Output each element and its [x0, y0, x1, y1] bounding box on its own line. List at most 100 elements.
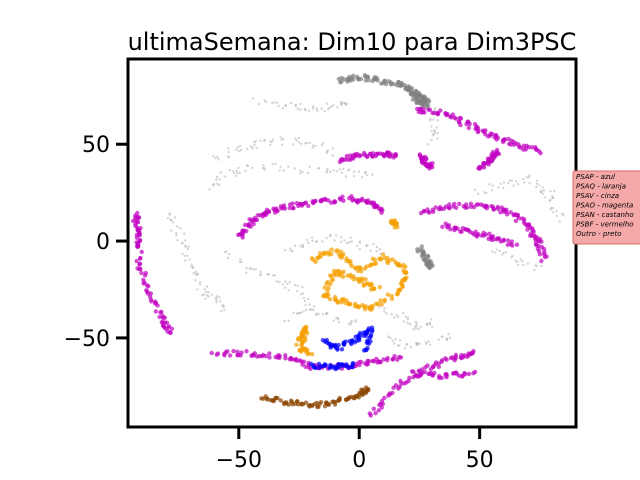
- data-point: [443, 111, 448, 116]
- data-point: [490, 250, 494, 253]
- data-point: [328, 273, 333, 278]
- data-point: [295, 399, 300, 404]
- data-point: [458, 229, 463, 234]
- data-point: [534, 243, 539, 248]
- data-point: [295, 358, 300, 363]
- data-point: [316, 109, 319, 112]
- data-point: [357, 360, 362, 365]
- data-point: [331, 154, 334, 157]
- data-point: [455, 226, 460, 231]
- data-point: [339, 240, 343, 243]
- data-point: [332, 169, 335, 172]
- data-point: [259, 270, 262, 274]
- data-point: [133, 223, 138, 229]
- data-point: [425, 323, 429, 327]
- data-point: [403, 347, 407, 350]
- data-point: [466, 371, 472, 377]
- data-point: [550, 206, 553, 210]
- data-point: [252, 268, 255, 271]
- data-point: [289, 399, 295, 405]
- data-point: [299, 102, 302, 106]
- data-point: [390, 313, 393, 316]
- data-point: [406, 343, 409, 346]
- data-point: [233, 172, 236, 175]
- data-point: [207, 291, 210, 294]
- data-point: [381, 252, 386, 257]
- data-point: [448, 227, 453, 232]
- data-point: [282, 137, 285, 141]
- data-point: [433, 129, 436, 132]
- data-point: [505, 238, 511, 243]
- data-point: [364, 281, 369, 286]
- data-point: [191, 265, 195, 269]
- data-point: [377, 402, 382, 408]
- data-point: [453, 356, 458, 361]
- data-point: [321, 240, 324, 243]
- data-point: [437, 338, 441, 341]
- data-point: [414, 327, 418, 330]
- data-point: [184, 239, 187, 242]
- data-point: [463, 372, 468, 377]
- legend-entry: PSAV - cinza: [576, 192, 619, 200]
- data-point: [317, 312, 320, 316]
- legend-entry: PSAO - magenta: [576, 202, 633, 210]
- x-tick-label: −50: [216, 448, 262, 473]
- data-point: [510, 243, 515, 248]
- data-point: [294, 342, 299, 347]
- data-point: [284, 104, 287, 108]
- data-point: [308, 366, 313, 371]
- data-point: [219, 171, 223, 174]
- data-point: [483, 191, 486, 194]
- data-point: [389, 296, 395, 301]
- data-point: [447, 114, 453, 119]
- y-tick-label: −50: [64, 327, 110, 352]
- data-point: [403, 264, 408, 269]
- data-point: [522, 263, 525, 267]
- data-point: [529, 145, 535, 150]
- data-point: [331, 268, 337, 274]
- data-point: [358, 266, 363, 271]
- data-point: [217, 183, 221, 187]
- data-point: [357, 153, 362, 159]
- data-point: [551, 211, 555, 214]
- data-point: [477, 192, 480, 195]
- data-point: [242, 222, 248, 228]
- data-point: [277, 104, 280, 108]
- data-point: [301, 326, 307, 331]
- data-point: [138, 256, 143, 261]
- data-point: [227, 150, 230, 154]
- data-point: [504, 251, 508, 254]
- data-point: [541, 192, 545, 195]
- data-point: [349, 263, 354, 269]
- data-point: [350, 319, 354, 322]
- data-point: [364, 264, 369, 269]
- data-point: [305, 331, 310, 336]
- data-point: [159, 309, 164, 315]
- data-point: [291, 205, 296, 211]
- data-point: [452, 201, 457, 207]
- data-point: [176, 225, 179, 228]
- data-point: [275, 101, 279, 104]
- data-point: [398, 378, 403, 384]
- data-point: [212, 154, 215, 158]
- data-point: [287, 165, 290, 168]
- data-point: [263, 99, 267, 103]
- data-point: [378, 360, 383, 365]
- data-point: [497, 186, 500, 189]
- data-point: [204, 290, 208, 294]
- data-point: [377, 151, 382, 156]
- data-point: [360, 176, 364, 179]
- data-point: [308, 141, 312, 145]
- data-point: [245, 271, 248, 274]
- data-point: [412, 328, 415, 331]
- data-point: [366, 341, 372, 346]
- data-point: [430, 318, 433, 321]
- data-point: [216, 182, 219, 185]
- data-point: [263, 138, 266, 141]
- data-point: [271, 163, 274, 166]
- data-point: [555, 214, 558, 218]
- data-point: [340, 194, 345, 199]
- x-axis-ticks: −50 0 50: [216, 427, 494, 473]
- data-point: [351, 77, 356, 82]
